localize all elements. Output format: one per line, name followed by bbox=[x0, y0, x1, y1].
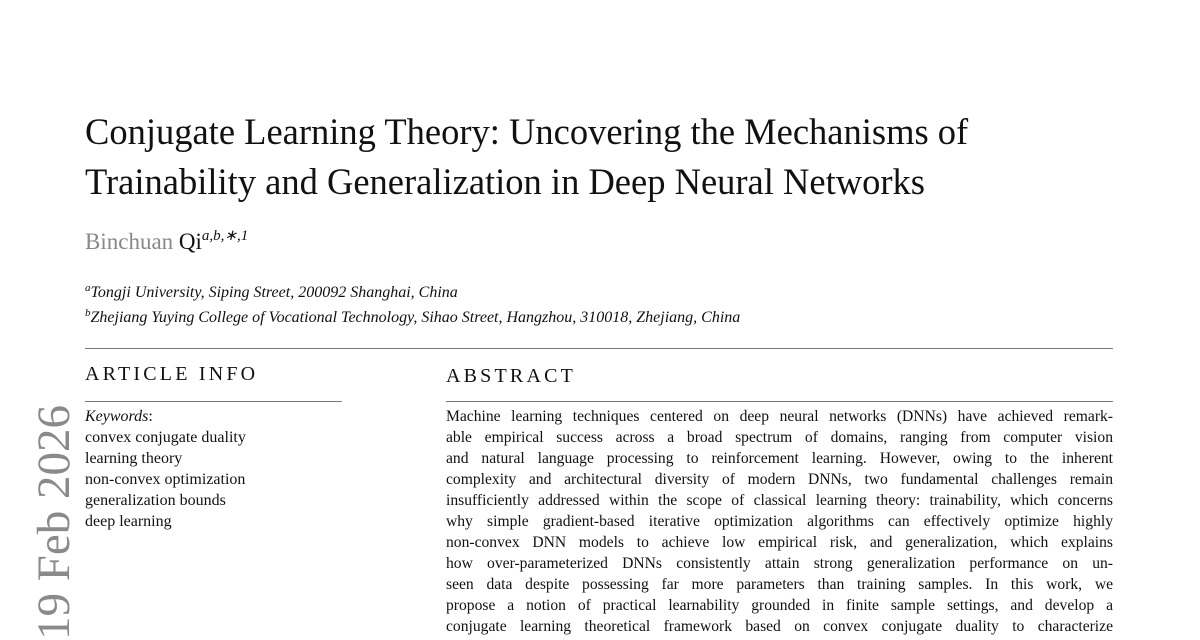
keyword: generalization bounds bbox=[85, 492, 226, 509]
author-family: Qi bbox=[178, 229, 202, 254]
keywords-label: Keywords: bbox=[85, 406, 153, 427]
affiliation-mark: b bbox=[85, 307, 91, 319]
divider bbox=[446, 401, 1113, 402]
abstract-line: and natural language processing to reinf… bbox=[446, 450, 1113, 467]
section-heading: ABSTRACT bbox=[446, 365, 577, 387]
affiliation-text: Tongji University, Siping Street, 200092… bbox=[90, 284, 458, 301]
arxiv-stamp: 19 Feb 2026 bbox=[28, 405, 80, 640]
keyword: learning theory bbox=[85, 450, 183, 467]
keyword: non-convex optimization bbox=[85, 471, 246, 488]
abstract-line: able empirical success across a broad sp… bbox=[446, 429, 1113, 446]
affiliation: bZhejiang Yuying College of Vocational T… bbox=[85, 307, 740, 327]
keywords-colon: : bbox=[148, 408, 153, 425]
author-marks: a,b,∗,1 bbox=[201, 228, 249, 244]
abstract-line: non-convex DNN models to achieve low emp… bbox=[446, 534, 1113, 551]
keyword: deep learning bbox=[85, 513, 172, 530]
abstract-line: seen data despite possessing far more pa… bbox=[446, 576, 1113, 593]
abstract-line: why simple gradient-based iterative opti… bbox=[446, 513, 1113, 530]
abstract-line: Machine learning techniques centered on … bbox=[446, 408, 1113, 425]
abstract-line: insufficiently addressed within the scop… bbox=[446, 492, 1113, 509]
affiliation-mark: a bbox=[85, 282, 91, 294]
author: Binchuan Qia,b,∗,1 bbox=[85, 226, 248, 255]
abstract-line: complexity and architectural diversity o… bbox=[446, 471, 1113, 488]
section-heading: ARTICLE INFO bbox=[85, 363, 259, 385]
author-given: Binchuan bbox=[85, 229, 174, 254]
divider bbox=[85, 348, 1113, 349]
abstract-line: propose a notion of practical learnabili… bbox=[446, 597, 1113, 614]
keyword: convex conjugate duality bbox=[85, 429, 246, 446]
abstract-line: how over-parameterized DNNs consistently… bbox=[446, 555, 1113, 572]
title-line: Conjugate Learning Theory: Uncovering th… bbox=[85, 111, 969, 152]
keywords-label-text: Keywords bbox=[85, 408, 149, 425]
title-line: Trainability and Generalization in Deep … bbox=[85, 161, 925, 202]
abstract-line: conjugate learning theoretical framework… bbox=[446, 618, 1113, 635]
affiliation-text: Zhejiang Yuying College of Vocational Te… bbox=[90, 309, 741, 326]
divider bbox=[85, 401, 342, 402]
affiliation: aTongji University, Siping Street, 20009… bbox=[85, 282, 458, 302]
